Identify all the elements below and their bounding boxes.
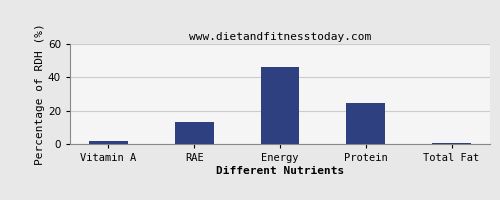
Title: www.dietandfitnesstoday.com: www.dietandfitnesstoday.com: [189, 32, 371, 42]
Y-axis label: Percentage of RDH (%): Percentage of RDH (%): [35, 23, 45, 165]
Bar: [346, 103, 385, 144]
Bar: [432, 143, 471, 144]
X-axis label: Different Nutrients: Different Nutrients: [216, 166, 344, 176]
Bar: [175, 122, 214, 144]
Bar: [260, 66, 300, 144]
Bar: [89, 141, 128, 144]
